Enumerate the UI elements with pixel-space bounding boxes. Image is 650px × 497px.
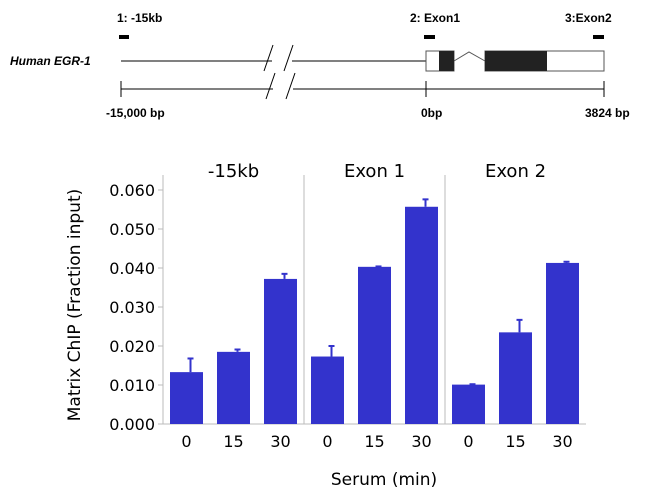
panel: Exon 2 0 15 30: [452, 161, 579, 451]
bar: [452, 384, 485, 424]
site-marker-exon2: [593, 35, 604, 39]
x-tick-label: 0: [181, 432, 191, 451]
x-tick-label: 0: [463, 432, 473, 451]
x-tick-label: 30: [270, 432, 290, 451]
chart-panels: -15kb 0 15 30 Exon 1 0 15 30 Exon 2 0 15 30: [162, 161, 586, 451]
y-tick-label: 0.030: [109, 298, 155, 317]
panel-title: Exon 2: [485, 161, 546, 182]
site-label-minus15kb: 1: -15kb: [117, 11, 162, 25]
y-tick-label: 0.020: [109, 337, 155, 356]
bar: [311, 356, 344, 424]
site-label-exon2: 3:Exon2: [565, 11, 612, 25]
bar: [546, 262, 579, 424]
x-tick-label: 30: [411, 432, 431, 451]
site-marker-minus15kb: [119, 35, 129, 39]
x-tick-label: 30: [552, 432, 572, 451]
site-marker-exon1: [424, 35, 435, 39]
y-tick-label: 0.010: [109, 376, 155, 395]
y-axis-label: Matrix ChIP (Fraction input): [65, 189, 85, 422]
x-tick-label: 0: [322, 432, 332, 451]
exon2-coding: [485, 51, 547, 71]
panel: Exon 1 0 15 30: [311, 161, 438, 451]
bar: [264, 278, 297, 424]
y-tick-label: 0.050: [109, 220, 155, 239]
scale-break-mark-left: [265, 72, 276, 100]
chart: 0.000 0.010 0.020 0.030 0.040 0.050 0.060 -15k…: [65, 161, 586, 490]
x-tick-label: 15: [364, 432, 384, 451]
gene-line-break-mark-right: [283, 44, 294, 72]
y-axis-ticks: 0.000 0.010 0.020 0.030 0.040 0.050 0.060: [109, 181, 163, 434]
bar: [217, 351, 250, 424]
x-tick-label: 15: [505, 432, 525, 451]
scale-label-start: -15,000 bp: [106, 106, 165, 120]
bar: [170, 372, 203, 424]
panel: -15kb 0 15 30: [170, 161, 297, 451]
gene-line-break-mark-left: [263, 44, 274, 72]
x-tick-label: 15: [223, 432, 243, 451]
y-tick-label: 0.040: [109, 259, 155, 278]
bar: [405, 206, 438, 424]
y-tick-label: 0.000: [109, 415, 155, 434]
gene-diagram: 1: -15kb 2: Exon1 3:Exon2 Human EGR-1 -1…: [10, 11, 630, 120]
scale-label-zero: 0bp: [421, 106, 442, 120]
bar: [499, 332, 532, 424]
scale-break-mark-right: [285, 72, 296, 100]
bar: [358, 266, 391, 424]
exon1-coding: [439, 51, 454, 71]
site-label-exon1: 2: Exon1: [410, 11, 460, 25]
panel-title: -15kb: [208, 161, 259, 182]
scale-label-end: 3824 bp: [585, 106, 630, 120]
y-tick-label: 0.060: [109, 181, 155, 200]
panel-title: Exon 1: [344, 161, 405, 182]
x-axis-label: Serum (min): [331, 470, 437, 490]
gene-name-label: Human EGR-1: [10, 54, 91, 68]
intron-splice: [453, 51, 486, 62]
